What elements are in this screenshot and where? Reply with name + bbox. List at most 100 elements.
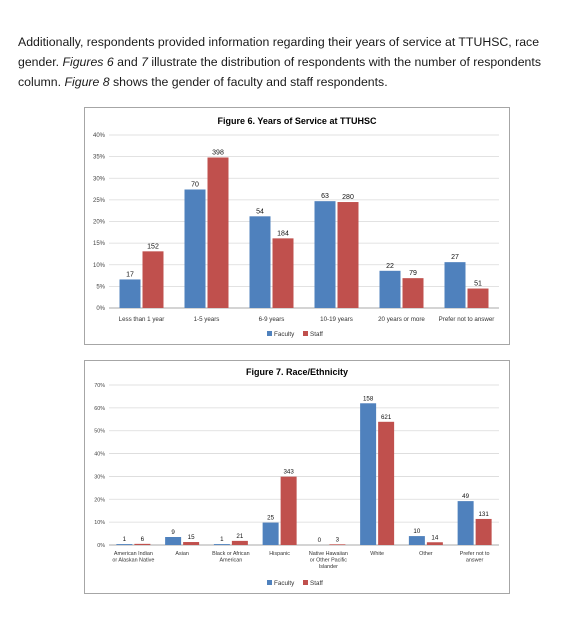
figure-ref-6: Figures 6 [62, 55, 114, 69]
fig7-data-label: 131 [478, 511, 489, 518]
fig6-data-label: 79 [409, 270, 417, 277]
fig6-data-label: 54 [256, 208, 264, 215]
fig7-bar-faculty [165, 537, 182, 545]
fig7-data-label: 343 [283, 469, 294, 476]
fig6-data-label: 152 [147, 243, 159, 250]
fig6-bar-staff [467, 288, 489, 308]
fig7-data-label: 25 [267, 515, 274, 522]
fig7-legend-swatch-staff [303, 580, 308, 585]
fig6-bar-staff [402, 278, 424, 308]
fig6-y-tick-label: 25% [93, 198, 106, 204]
fig7-category-label: Black or African [212, 551, 249, 557]
fig7-category-label: or Other Pacific [310, 558, 347, 564]
fig7-bar-faculty [408, 536, 425, 545]
fig6-data-label: 184 [277, 230, 289, 237]
fig7-bar-faculty [213, 544, 230, 545]
fig6-legend-swatch-faculty [267, 331, 272, 336]
fig6-y-tick-label: 0% [96, 306, 105, 312]
fig6-y-tick-label: 10% [93, 263, 106, 269]
fig6-y-tick-label: 20% [93, 220, 106, 226]
fig6-legend-label-staff: Staff [310, 331, 323, 338]
fig7-data-label: 9 [171, 529, 175, 536]
fig7-category-label: White [370, 551, 384, 557]
fig6-category-label: 1-5 years [194, 316, 220, 323]
intro-line-2e: illustrate the distribution of responden… [147, 55, 541, 69]
intro-paragraph: Additionally, respondents provided infor… [18, 32, 558, 92]
fig7-data-label: 3 [336, 536, 340, 543]
fig7-category-label: American Indian [114, 551, 153, 557]
figure-ref-7: 7 [141, 55, 148, 69]
fig6-data-label: 70 [191, 181, 199, 188]
fig7-category-label: or Alaskan Native [112, 558, 154, 564]
fig6-data-label: 51 [474, 281, 482, 288]
fig7-data-label: 6 [141, 536, 145, 543]
fig7-category-label: Prefer not to [460, 551, 490, 557]
fig6-category-label: Less than 1 year [119, 316, 165, 323]
fig6-category-label: 6-9 years [259, 316, 285, 323]
fig7-data-label: 1 [220, 536, 224, 543]
fig7-legend-label-faculty: Faculty [274, 580, 295, 587]
fig6-data-label: 63 [321, 193, 329, 200]
fig7-data-label: 49 [462, 493, 469, 500]
fig7-bar-staff [231, 540, 248, 545]
fig7-bar-faculty [262, 522, 279, 545]
fig7-y-tick-label: 20% [94, 497, 105, 503]
fig7-y-tick-label: 60% [94, 406, 105, 412]
fig7-y-tick-label: 50% [94, 429, 105, 435]
fig7-legend-label-staff: Staff [310, 580, 323, 587]
intro-line-2c: and [113, 55, 142, 69]
fig6-bar-staff [207, 157, 229, 308]
fig6-title: Figure 6. Years of Service at TTUHSC [218, 116, 377, 126]
figure-6-svg: Figure 6. Years of Service at TTUHSC 0% 5%… [93, 116, 499, 338]
fig7-title: Figure 7. Race/Ethnicity [246, 367, 348, 377]
fig7-data-label: 1 [123, 536, 127, 543]
fig7-category-label: Other [419, 551, 433, 557]
fig7-y-tick-label: 30% [94, 474, 105, 480]
fig7-y-tick-label: 10% [94, 520, 105, 526]
fig7-data-label: 15 [188, 534, 195, 541]
fig7-data-label: 10 [413, 528, 420, 535]
fig7-bar-faculty [360, 403, 377, 545]
fig7-bar-staff [378, 421, 395, 545]
fig7-data-label: 621 [381, 414, 392, 421]
fig6-legend-label-faculty: Faculty [274, 331, 295, 338]
fig7-data-label: 21 [236, 533, 243, 540]
fig7-y-tick-label: 40% [94, 452, 105, 458]
intro-line-1: Additionally, respondents provided infor… [18, 35, 540, 49]
fig6-bar-faculty [249, 216, 271, 308]
fig6-bar-faculty [444, 262, 466, 308]
fig7-category-label: Asian [175, 551, 189, 557]
fig7-bar-staff [280, 476, 297, 545]
fig7-data-label: 0 [318, 537, 322, 544]
fig6-y-tick-label: 40% [93, 133, 106, 139]
fig6-bar-faculty [184, 189, 206, 308]
fig7-bar-staff [183, 542, 200, 545]
fig6-category-label: 10-19 years [320, 316, 353, 323]
fig6-data-label: 280 [342, 194, 354, 201]
fig6-bar-staff [272, 238, 294, 308]
fig6-y-tick-label: 30% [93, 176, 106, 182]
fig6-category-label: 20 years or more [378, 316, 425, 323]
fig6-bar-faculty [119, 279, 141, 308]
fig6-bar-staff [337, 202, 359, 308]
fig6-bar-faculty [379, 270, 401, 308]
fig7-data-label: 14 [431, 534, 438, 541]
fig7-category-label: Islander [319, 564, 338, 570]
fig6-legend-swatch-staff [303, 331, 308, 336]
intro-line-2a: gender. [18, 55, 63, 69]
fig7-bar-staff [134, 543, 151, 545]
fig7-bar-faculty [457, 501, 474, 545]
fig7-bar-faculty [116, 544, 133, 545]
fig6-data-label: 17 [126, 271, 134, 278]
fig7-y-tick-label: 70% [94, 383, 105, 389]
fig7-category-label: Native Hawaiian [309, 551, 348, 557]
fig7-legend-swatch-faculty [267, 580, 272, 585]
fig7-bar-staff [329, 544, 346, 545]
figure-7-svg: Figure 7. Race/Ethnicity 0% 10% 20% 30% 40% 50… [94, 367, 499, 587]
fig6-y-tick-label: 15% [93, 241, 106, 247]
fig6-category-label: Prefer not to answer [439, 316, 495, 323]
fig7-category-label: answer [466, 558, 484, 564]
fig6-bar-faculty [314, 201, 336, 308]
fig7-bar-staff [426, 542, 443, 545]
figure-7-chart: Figure 7. Race/Ethnicity 0% 10% 20% 30% 40% 50… [84, 360, 510, 594]
